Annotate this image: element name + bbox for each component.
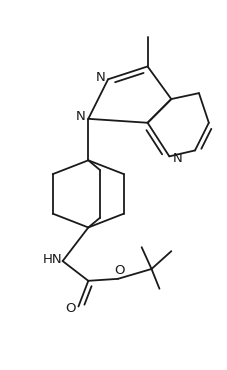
Text: N: N bbox=[75, 110, 85, 123]
Text: HN: HN bbox=[43, 253, 62, 266]
Text: O: O bbox=[65, 302, 75, 315]
Text: N: N bbox=[172, 152, 181, 165]
Text: N: N bbox=[95, 71, 105, 84]
Text: O: O bbox=[114, 265, 125, 278]
